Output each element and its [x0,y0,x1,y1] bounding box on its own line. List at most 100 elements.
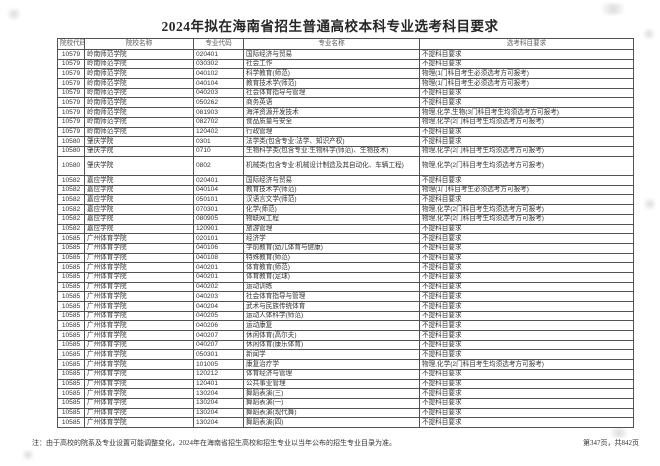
institution-name-cell: 广州体育学院 [84,320,194,332]
table-row: 10582 嘉应学院 120901 旅游管理 不提科目要求 [57,223,634,235]
subject-requirement-cell: 不提科目要求 [419,58,634,70]
major-code-cell: 040201 [193,262,244,273]
institution-code-cell: 10585 [57,407,85,419]
table-row: 10579 岭南师范学院 040104 教育技术学(师范) 物理(1门科目考生必须选考方… [57,78,634,89]
institution-name-cell: 广州体育学院 [84,388,194,399]
institution-code-cell: 10585 [57,378,85,390]
major-code-cell: 040206 [193,320,244,332]
major-name-cell: 商务英语 [243,97,420,109]
major-name-cell: 化学(师范) [243,204,420,215]
col-header-institution-code: 院校代码 [57,38,85,50]
institution-name-cell: 广州体育学院 [84,339,194,351]
subject-requirement-cell: 物理,化学(2门科目考生均须选考方可报考) [419,213,634,225]
major-name-cell: 旅游管理 [243,223,420,235]
col-header-subject-requirements: 选考科目要求 [419,38,634,50]
table-row: 10579 岭南师范学院 082702 食品质量与安全 物理,化学(2门科目考生均须选考… [57,116,634,128]
major-code-cell: 080905 [193,213,244,225]
table-row: 10579 岭南师范学院 120402 行政管理 不提科目要求 [57,126,634,138]
subject-requirement-cell: 不提科目要求 [419,388,634,399]
institution-name-cell: 嘉应学院 [84,204,194,215]
table-row: 10582 嘉应学院 080905 物联网工程 物理,化学(2门科目考生均须选考方可报考… [57,213,634,225]
institution-code-cell: 10579 [57,78,85,89]
table-row: 10585 广州体育学院 040106 学前教育(幼儿体育与健康) 不提科目要求 [57,242,634,254]
footer-note: 注：由于高校的院系及专业设置可能调整变化，2024年在海南省招生高校和招生专业以… [32,439,396,447]
institution-code-cell: 10580 [57,136,85,147]
table-row: 10580 肇庆学院 0802 机械类(包含专业:机械设计制造及其自动化、车辆工程) 物… [57,155,634,177]
table-row: 10582 嘉应学院 050101 汉语言文学(师范) 不提科目要求 [57,194,634,206]
page-indicator: 第347页，共842页 [583,439,639,447]
major-code-cell: 040207 [193,339,244,351]
scan-artifact [606,428,632,438]
major-name-cell: 特殊教育(师范) [243,252,420,264]
institution-name-cell: 广州体育学院 [84,233,194,244]
major-code-cell: 040104 [193,78,244,89]
subject-requirement-cell: 不提科目要求 [419,262,634,273]
subject-requirement-cell: 不提科目要求 [419,242,634,254]
major-name-cell: 新闻学 [243,349,420,361]
subject-requirement-cell: 不提科目要求 [419,271,634,283]
major-code-cell: 082702 [193,116,244,128]
institution-code-cell: 10579 [57,126,85,138]
institution-name-cell: 嘉应学院 [84,223,194,235]
subject-requirement-cell: 不提科目要求 [419,339,634,351]
institution-code-cell: 10579 [57,97,85,109]
subject-requirement-cell: 不提科目要求 [419,281,634,293]
table-row: 10580 肇庆学院 0710 生物科学类(包含专业:生物科学(师范)、生物技术) 物理… [57,145,634,157]
major-name-cell: 运动人体科学(师范) [243,310,420,322]
subject-requirement-cell: 不提科目要求 [419,194,634,206]
subject-requirement-cell: 不提科目要求 [419,301,634,312]
major-code-cell: 070301 [193,204,244,215]
table-row: 10585 广州体育学院 130204 舞蹈表演(现代舞) 不提科目要求 [57,407,634,419]
subject-requirement-cell: 不提科目要求 [419,310,634,322]
subject-requirement-cell: 不提科目要求 [419,49,634,60]
subject-requirement-cell: 不提科目要求 [419,417,634,428]
major-name-cell: 社会体育指导与管理 [243,87,420,99]
subject-requirement-cell: 不提科目要求 [419,378,634,390]
major-code-cell: 040106 [193,242,244,254]
institution-name-cell: 广州体育学院 [84,330,194,341]
table-row: 10585 广州体育学院 120401 公共事业管理 不提科目要求 [57,378,634,390]
major-name-cell: 生物科学类(包含专业:生物科学(师范)、生物技术) [243,145,420,157]
subject-requirement-cell: 不提科目要求 [419,368,634,380]
col-header-major-name: 专业名称 [243,38,420,50]
major-name-cell: 科学教育(师范) [243,68,420,80]
institution-code-cell: 10585 [57,242,85,254]
institution-name-cell: 广州体育学院 [84,242,194,254]
major-code-cell: 0301 [193,136,244,147]
institution-name-cell: 肇庆学院 [84,155,194,177]
subject-requirement-cell: 不提科目要求 [419,320,634,332]
table-row: 10585 广州体育学院 040204 武术与民族传统体育 不提科目要求 [57,301,634,312]
table-row: 10579 岭南师范学院 081903 海洋资源开发技术 物理,化学,生物(3门科目考生… [57,107,634,118]
major-code-cell: 020401 [193,175,244,186]
institution-name-cell: 广州体育学院 [84,378,194,390]
institution-name-cell: 广州体育学院 [84,291,194,302]
major-name-cell: 物联网工程 [243,213,420,225]
institution-code-cell: 10585 [57,252,85,264]
table-row: 10585 广州体育学院 130204 舞蹈表演(三) 不提科目要求 [57,388,634,399]
subject-requirement-cell: 不提科目要求 [419,126,634,138]
major-name-cell: 国际经济与贸易 [243,49,420,60]
institution-code-cell: 10582 [57,184,85,196]
institution-code-cell: 10585 [57,262,85,273]
major-name-cell: 机械类(包含专业:机械设计制造及其自动化、车辆工程) [243,155,420,177]
major-code-cell: 120402 [193,126,244,138]
subject-requirement-cell: 物理,化学(2门科目考生均须选考方可报考) [419,359,634,370]
subject-requirement-cell: 不提科目要求 [419,252,634,264]
major-name-cell: 法学类(包含专业:法学、知识产权) [243,136,420,147]
major-code-cell: 030302 [193,58,244,70]
institution-code-cell: 10585 [57,310,85,322]
table-row: 10580 肇庆学院 0301 法学类(包含专业:法学、知识产权) 不提科目要求 [57,136,634,147]
institution-name-cell: 广州体育学院 [84,407,194,419]
major-name-cell: 学前教育(幼儿体育与健康) [243,242,420,254]
institution-name-cell: 嘉应学院 [84,213,194,225]
institution-code-cell: 10579 [57,107,85,118]
institution-code-cell: 10585 [57,330,85,341]
table-row: 10579 岭南师范学院 020401 国际经济与贸易 不提科目要求 [57,49,634,60]
table-row: 10585 广州体育学院 040201 体育教育(足球) 不提科目要求 [57,271,634,283]
table-row: 10585 广州体育学院 130204 舞蹈表演(一) 不提科目要求 [57,397,634,409]
institution-code-cell: 10585 [57,388,85,399]
major-name-cell: 体育教育(足球) [243,271,420,283]
table-header-row: 院校代码 院校名称 专业代码 专业名称 选考科目要求 [57,38,634,50]
major-name-cell: 休闲体育(康乐体育) [243,339,420,351]
major-code-cell: 130204 [193,397,244,409]
